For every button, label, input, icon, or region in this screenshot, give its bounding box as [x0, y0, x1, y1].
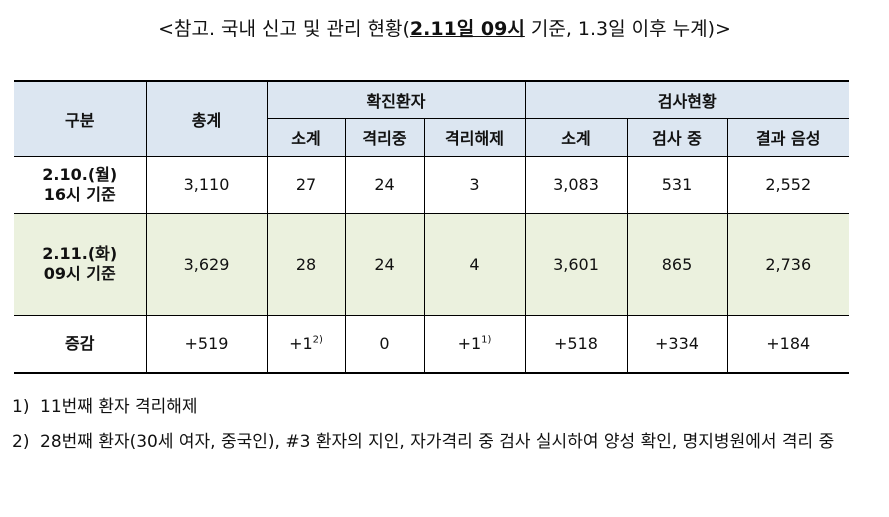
cell-text: +1: [457, 334, 482, 354]
table-cell: 3,629: [145, 212, 268, 316]
note-marker: 1): [12, 397, 30, 417]
cell-text: 28: [295, 254, 317, 274]
cell-text: 531: [661, 175, 693, 194]
note: 1) 11번째 환자 격리해제: [12, 390, 862, 425]
table-cell: 2,552: [726, 155, 849, 214]
header-cell: 검사현황: [524, 80, 849, 119]
title-suffix: 기준, 1.3일 이후 누계)>: [524, 18, 731, 40]
note-text: 11번째 환자 격리해제: [40, 397, 198, 417]
cell-text: +518: [554, 334, 598, 354]
note-marker: 2): [12, 432, 30, 452]
table-cell: 3,601: [524, 212, 628, 316]
cell-text: 27: [295, 175, 317, 194]
header-cell: 구분: [14, 80, 147, 157]
table-cell: 865: [626, 212, 728, 316]
cell-text: 0: [379, 334, 390, 354]
cell-text: 2,552: [765, 175, 812, 194]
table-cell: +519: [145, 314, 268, 374]
row-label: 증감: [14, 314, 147, 374]
cell-text: +1: [289, 334, 313, 354]
cell-text: +519: [184, 334, 229, 354]
cell-text: 3: [469, 175, 480, 194]
cell-text: +184: [766, 334, 811, 354]
cell-text: 3,601: [553, 254, 599, 274]
cell-text: 3,110: [183, 175, 230, 194]
cell-text: 3,083: [553, 175, 599, 194]
subheader-cell: 격리중: [344, 117, 425, 157]
row-label: 2.10.(월) 16시 기준: [14, 155, 147, 214]
row-label-line: 2.10.(월): [42, 164, 118, 184]
notes: 1) 11번째 환자 격리해제 2) 28번째 환자(30세 여자, 중국인), #3…: [12, 390, 862, 460]
table-cell: 4: [423, 212, 526, 316]
header-cell: 확진환자: [266, 80, 526, 119]
header-cell: 총계: [145, 80, 268, 157]
table-cell: 3: [423, 155, 526, 214]
subheader-cell: 결과 음성: [726, 117, 849, 157]
title-highlight: 2.11일 09시: [409, 18, 525, 40]
note-text: 28번째 환자(30세 여자, 중국인), #3 환자의 지인, 자가격리 중 …: [40, 432, 835, 452]
table-cell: 27: [266, 155, 346, 214]
subheader-cell: 소계: [267, 117, 346, 157]
table-cell: +334: [626, 314, 728, 374]
cell-text: 4: [469, 254, 480, 274]
footnote-ref: 1): [481, 334, 492, 346]
table-cell: 2,736: [726, 212, 849, 316]
table-cell: +12): [266, 314, 346, 374]
status-table: 구분 총계 확진환자 검사현황 소계 격리중 격리해제 소계 검사 중 결과 음성 2.1…: [14, 80, 849, 374]
table-cell: 0: [344, 314, 425, 374]
cell-text: +334: [655, 334, 699, 354]
table-row: 2.11.(화) 09시 기준 3,629 28 24 4 3,601 865 2,736: [14, 212, 849, 316]
row-label-line: 증감: [65, 333, 95, 353]
table-cell: +184: [726, 314, 849, 374]
subheader-cell: 소계: [524, 117, 628, 157]
note: 2) 28번째 환자(30세 여자, 중국인), #3 환자의 지인, 자가격리 …: [12, 425, 862, 460]
subheader-cell: 격리해제: [423, 117, 526, 157]
cell-text: 865: [661, 254, 693, 274]
table-cell: +518: [524, 314, 628, 374]
table-cell: 531: [626, 155, 728, 214]
table-cell: 3,110: [145, 155, 268, 214]
title: <참고. 국내 신고 및 관리 현황(2.11일 09시 기준, 1.3일 이후…: [0, 14, 889, 41]
table-cell: 24: [344, 155, 425, 214]
table-cell: 28: [266, 212, 346, 316]
subheader-cell: 검사 중: [626, 117, 728, 157]
table-row: 2.10.(월) 16시 기준 3,110 27 24 3 3,083 531 2,552: [14, 155, 849, 214]
row-label-line: 2.11.(화): [42, 244, 118, 263]
cell-text: 24: [374, 254, 395, 274]
footnote-ref: 2): [312, 334, 323, 346]
row-label: 2.11.(화) 09시 기준: [14, 212, 147, 316]
table-cell: 24: [344, 212, 425, 316]
row-label-line: 09시 기준: [43, 264, 116, 283]
table-row: 증감 +519 +12) 0 +11) +518 +334 +184: [14, 314, 849, 374]
cell-text: 24: [374, 175, 395, 194]
title-prefix: <참고. 국내 신고 및 관리 현황(: [158, 18, 410, 40]
cell-text: 2,736: [765, 254, 812, 274]
table-cell: 3,083: [524, 155, 628, 214]
row-label-line: 16시 기준: [43, 184, 116, 204]
cell-text: 3,629: [183, 254, 230, 274]
table-cell: +11): [423, 314, 526, 374]
